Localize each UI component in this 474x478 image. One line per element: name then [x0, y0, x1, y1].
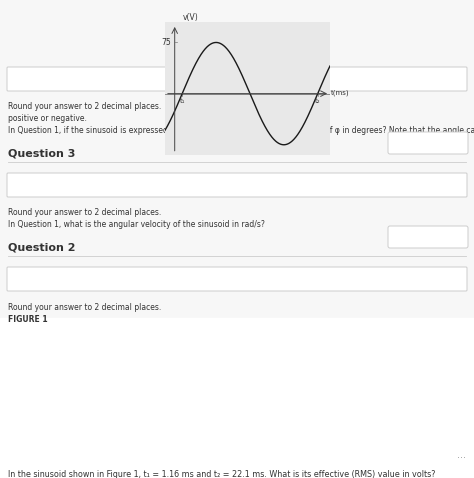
Text: t₁: t₁ [180, 98, 185, 104]
Text: In Question 1, if the sinusoid is expressed as v = Vₘsin(ωt + φ) , what is the v: In Question 1, if the sinusoid is expres… [8, 126, 474, 135]
Text: Add your answer: Add your answer [14, 274, 79, 283]
Text: Add your answer: Add your answer [14, 75, 79, 84]
Text: FIGURE 1: FIGURE 1 [8, 315, 47, 324]
Text: 2 Points: 2 Points [413, 232, 443, 241]
Text: Question 3: Question 3 [8, 148, 75, 158]
Text: v(V): v(V) [182, 13, 198, 22]
Text: Round your answer to 2 decimal places.: Round your answer to 2 decimal places. [8, 102, 161, 111]
FancyBboxPatch shape [388, 132, 468, 154]
Text: Round your answer to 2 decimal places.: Round your answer to 2 decimal places. [8, 208, 161, 217]
FancyBboxPatch shape [7, 267, 467, 291]
Text: positive or negative.: positive or negative. [8, 114, 87, 123]
Bar [0, 318, 474, 478]
FancyBboxPatch shape [7, 173, 467, 197]
Text: t(ms): t(ms) [331, 89, 350, 96]
Text: 75: 75 [161, 38, 171, 47]
Text: ...: ... [457, 450, 466, 460]
Text: Question 2: Question 2 [8, 242, 75, 252]
Text: Round your answer to 2 decimal places.: Round your answer to 2 decimal places. [8, 303, 161, 312]
Text: t₂: t₂ [315, 98, 320, 104]
Text: In Question 1, what is the angular velocity of the sinusoid in rad/s?: In Question 1, what is the angular veloc… [8, 220, 265, 229]
Text: 2 Points: 2 Points [413, 139, 443, 148]
FancyBboxPatch shape [388, 226, 468, 248]
Text: Add your answer: Add your answer [14, 181, 79, 189]
FancyBboxPatch shape [7, 67, 467, 91]
Text: In the sinusoid shown in Figure 1, t₁ = 1.16 ms and t₂ = 22.1 ms. What is its ef: In the sinusoid shown in Figure 1, t₁ = … [8, 470, 436, 478]
